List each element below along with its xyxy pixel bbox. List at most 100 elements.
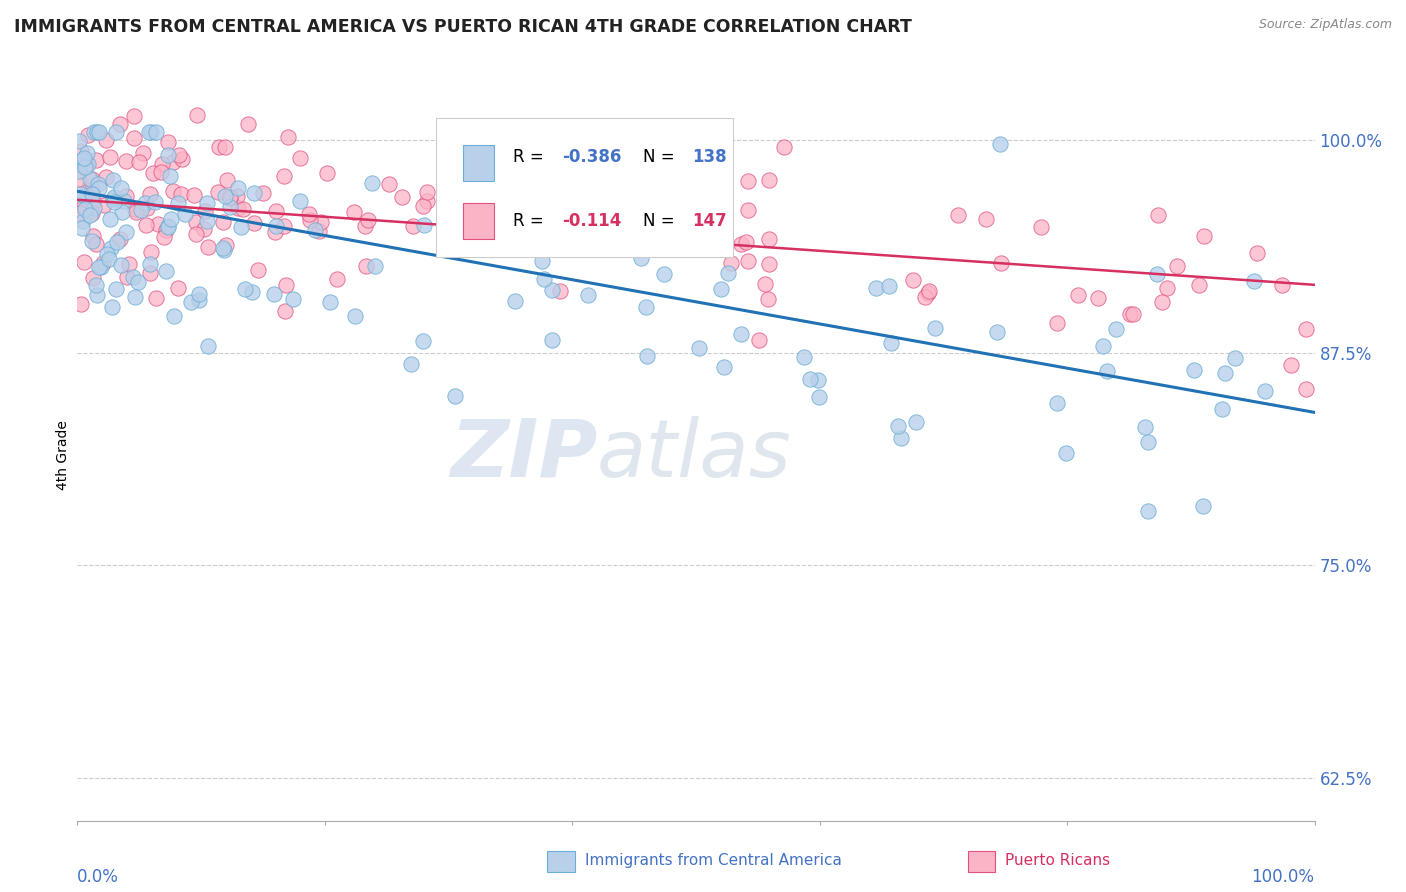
Point: [139, 125, 162, 139]
Point: [1156, 281, 1178, 295]
Point: [236, 117, 259, 131]
Point: [263, 225, 285, 239]
Point: [155, 222, 177, 236]
Point: [713, 360, 735, 375]
Point: [1246, 246, 1268, 260]
Point: [356, 213, 378, 227]
Point: [599, 232, 621, 246]
Point: [131, 146, 153, 161]
Point: [240, 285, 263, 300]
Point: [173, 207, 195, 221]
Text: N =: N =: [643, 148, 679, 166]
Point: [96, 247, 118, 261]
Point: [413, 219, 436, 233]
Point: [988, 136, 1011, 151]
Point: [73, 202, 96, 216]
Point: [89, 125, 111, 139]
Point: [1046, 396, 1069, 410]
Point: [1146, 267, 1168, 281]
Point: [232, 202, 254, 216]
Point: [70, 153, 93, 168]
Point: [918, 284, 941, 298]
Point: [110, 181, 132, 195]
Point: [166, 196, 188, 211]
Point: [402, 219, 425, 233]
Point: [162, 184, 184, 198]
Point: [877, 278, 900, 293]
Point: [737, 174, 759, 188]
Point: [246, 262, 269, 277]
Point: [533, 272, 555, 286]
Point: [226, 201, 249, 215]
Point: [443, 389, 465, 403]
Point: [1091, 339, 1114, 353]
Point: [1046, 316, 1069, 330]
Point: [1137, 504, 1160, 518]
Point: [128, 155, 150, 169]
Point: [360, 176, 382, 190]
Point: [76, 156, 98, 170]
Point: [288, 151, 311, 165]
Point: [73, 255, 96, 269]
Point: [105, 282, 128, 296]
Point: [904, 415, 927, 429]
Point: [118, 257, 141, 271]
Point: [160, 212, 183, 227]
Point: [75, 157, 97, 171]
Point: [654, 268, 676, 282]
Point: [208, 140, 231, 154]
Point: [311, 215, 333, 229]
Point: [77, 182, 100, 196]
Point: [73, 152, 96, 166]
Point: [80, 172, 103, 186]
Point: [890, 431, 912, 445]
Point: [98, 211, 121, 226]
Point: [100, 241, 122, 255]
Point: [391, 190, 413, 204]
Point: [73, 189, 96, 203]
Point: [76, 145, 98, 160]
Point: [150, 157, 173, 171]
Point: [145, 125, 167, 139]
Point: [273, 169, 295, 184]
Point: [343, 204, 366, 219]
Point: [730, 237, 752, 252]
Point: [986, 325, 1008, 339]
Point: [139, 244, 162, 259]
Point: [226, 189, 249, 203]
Point: [541, 334, 564, 348]
Point: [460, 241, 482, 255]
Point: [1279, 358, 1302, 372]
Point: [901, 273, 924, 287]
Point: [115, 269, 138, 284]
Point: [758, 173, 780, 187]
Point: [218, 200, 240, 214]
Point: [510, 236, 533, 251]
Point: [717, 266, 740, 280]
Point: [1054, 446, 1077, 460]
Point: [865, 281, 887, 295]
Point: [84, 153, 107, 167]
Point: [495, 191, 517, 205]
Point: [108, 231, 131, 245]
Point: [145, 291, 167, 305]
Point: [1122, 307, 1144, 321]
Point: [1271, 277, 1294, 292]
Point: [1192, 499, 1215, 513]
Point: [226, 180, 249, 194]
Y-axis label: 4th Grade: 4th Grade: [56, 420, 70, 490]
Point: [1213, 366, 1236, 380]
Point: [1223, 351, 1246, 366]
FancyBboxPatch shape: [464, 203, 495, 239]
Point: [793, 350, 815, 364]
Text: Puerto Ricans: Puerto Ricans: [1005, 854, 1111, 869]
Point: [96, 133, 118, 147]
Point: [974, 212, 997, 227]
Text: -0.386: -0.386: [562, 148, 621, 166]
Point: [308, 224, 330, 238]
Point: [1118, 307, 1140, 321]
FancyBboxPatch shape: [436, 119, 733, 258]
Point: [266, 219, 288, 233]
Point: [115, 154, 138, 169]
Point: [990, 256, 1012, 270]
